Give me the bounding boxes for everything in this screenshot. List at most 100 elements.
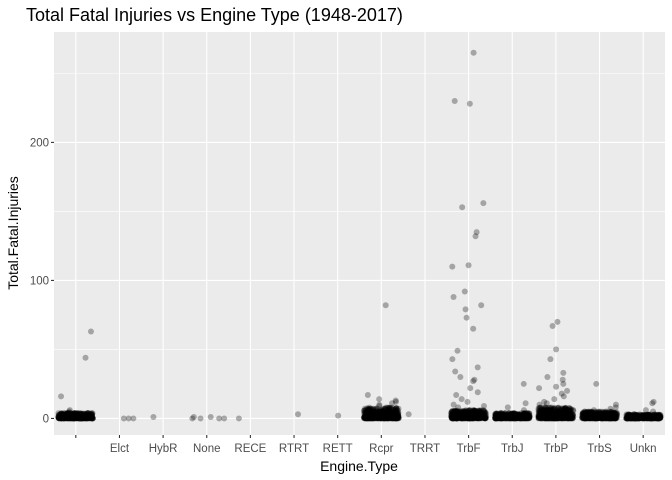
data-point [455, 348, 461, 354]
data-point [566, 415, 572, 421]
data-point [463, 306, 469, 312]
data-point [126, 415, 132, 421]
data-point [467, 385, 473, 391]
data-point [464, 315, 470, 321]
data-point [364, 405, 370, 411]
data-point [591, 407, 597, 413]
data-point [536, 385, 542, 391]
data-point [553, 346, 559, 352]
data-point [363, 415, 369, 421]
data-point [536, 413, 542, 419]
data-point [455, 404, 461, 410]
data-point [558, 415, 564, 421]
data-point [505, 404, 511, 410]
data-point [632, 414, 638, 420]
data-point [478, 302, 484, 308]
data-point [561, 393, 567, 399]
data-point [459, 204, 465, 210]
data-point [649, 400, 655, 406]
data-point [650, 409, 656, 415]
data-point [498, 415, 504, 421]
x-axis-title: Engine.Type [320, 458, 398, 474]
data-point [547, 356, 553, 362]
data-point [463, 415, 469, 421]
data-point [383, 302, 389, 308]
data-point [537, 402, 543, 408]
data-point [221, 415, 227, 421]
data-point [593, 381, 599, 387]
data-point [467, 101, 473, 107]
data-point [550, 323, 556, 329]
x-tick-label: TRRT [410, 443, 440, 455]
data-point [335, 413, 341, 419]
data-point [191, 414, 197, 420]
x-tick-label: Rcpr [369, 443, 393, 455]
data-point [613, 404, 619, 410]
chart-title: Total Fatal Injuries vs Engine Type (194… [26, 5, 403, 25]
data-point [475, 364, 481, 370]
data-point [523, 400, 529, 406]
y-axis-title: Total.Fatal.Injuries [5, 176, 21, 290]
data-point [90, 415, 96, 421]
data-point [82, 413, 88, 419]
data-point [475, 389, 481, 395]
data-point [56, 414, 62, 420]
x-tick-label: Elct [110, 443, 130, 455]
data-point [513, 415, 519, 421]
data-point [88, 328, 94, 334]
data-point [544, 400, 550, 406]
data-point [544, 374, 550, 380]
data-point [603, 409, 609, 415]
data-point [58, 393, 64, 399]
data-point [555, 405, 561, 411]
data-point [521, 407, 527, 413]
data-point [606, 415, 612, 421]
x-tick-label: None [193, 443, 221, 455]
y-tick-label: 100 [30, 275, 49, 287]
data-point [449, 264, 455, 270]
data-point [208, 414, 214, 420]
data-point [365, 392, 371, 398]
data-point [384, 405, 390, 411]
data-point [378, 415, 384, 421]
data-point [376, 403, 382, 409]
data-point [457, 374, 463, 380]
plot-panel [54, 32, 665, 435]
data-point [560, 381, 566, 387]
data-point [586, 410, 592, 416]
data-point [391, 410, 397, 416]
x-tick-label: TrbJ [501, 443, 524, 455]
data-point [470, 378, 476, 384]
data-point [553, 384, 559, 390]
x-tick-label: TrbF [457, 443, 481, 455]
data-point [541, 413, 547, 419]
data-point [466, 262, 472, 268]
data-point [459, 396, 465, 402]
y-axis: 0 100 200 [30, 137, 54, 425]
data-point [480, 200, 486, 206]
y-tick-label: 200 [30, 137, 49, 149]
data-point [457, 414, 463, 420]
x-tick-label: Unkn [630, 443, 657, 455]
data-point [482, 415, 488, 421]
data-point [451, 294, 457, 300]
data-point [554, 319, 560, 325]
x-tick-label: RECE [234, 443, 266, 455]
data-point [406, 411, 412, 417]
data-point [449, 356, 455, 362]
x-tick-label: RETT [323, 443, 353, 455]
x-axis: Elct HybR None RECE RTRT RETT Rcpr TRRT TrbF TrbJ… [76, 435, 657, 455]
data-point [83, 355, 89, 361]
data-point [462, 288, 468, 294]
data-point [637, 414, 643, 420]
data-point [150, 414, 156, 420]
data-point [452, 369, 458, 375]
x-tick-label: RTRT [279, 443, 309, 455]
data-point [521, 381, 527, 387]
data-point [643, 407, 649, 413]
x-tick-label: HybR [149, 443, 178, 455]
y-tick-label: 0 [43, 413, 49, 425]
data-point [564, 388, 570, 394]
data-point [389, 400, 395, 406]
